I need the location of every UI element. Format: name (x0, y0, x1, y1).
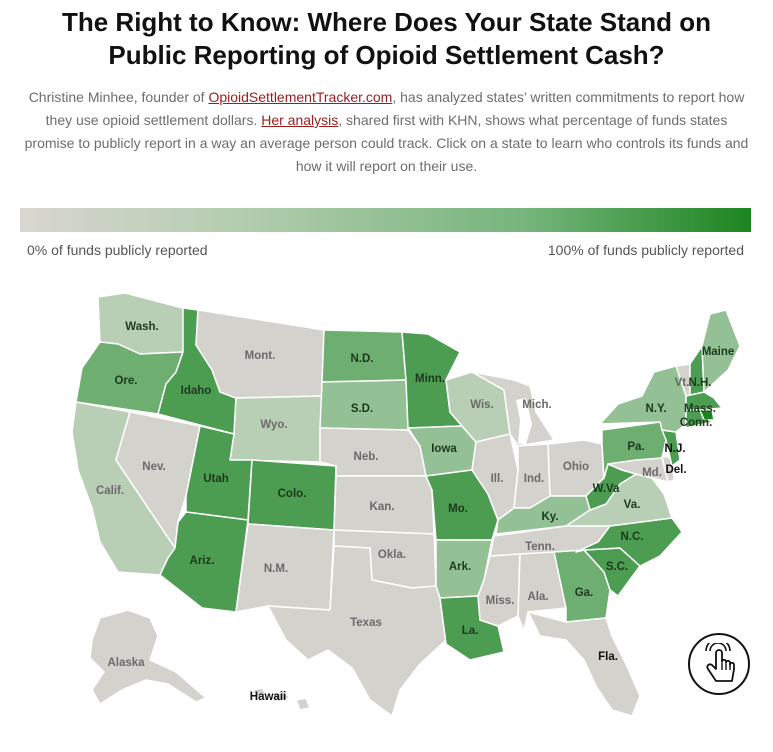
state-new-york[interactable] (599, 365, 687, 433)
legend-min-label: 0% of funds publicly reported (27, 242, 208, 258)
state-florida[interactable] (527, 611, 641, 717)
state-rhode-island[interactable] (699, 409, 715, 421)
state-hawaii[interactable] (251, 687, 311, 711)
pointing-hand-icon (705, 643, 735, 682)
tap-hint-button[interactable] (688, 633, 750, 695)
state-massachusetts[interactable] (685, 391, 723, 411)
us-map: Wash. Ore. Calif. Idaho Nev. Mont. Wyo. … (0, 270, 773, 752)
intro-part-1: Christine Minhee, founder of (28, 89, 209, 105)
tracker-link[interactable]: OpioidSettlementTracker.com (208, 89, 393, 105)
state-maine[interactable] (701, 309, 741, 393)
legend-max-label: 100% of funds publicly reported (547, 242, 744, 258)
intro-part-2: , has analyzed states’ written commitmen… (45, 89, 745, 128)
state-new-mexico[interactable] (235, 523, 335, 613)
page-title: The Right to Know: Where Does Your State… (61, 7, 712, 70)
state-alaska[interactable] (89, 609, 207, 705)
state-colorado[interactable] (247, 459, 337, 531)
state-michigan[interactable] (471, 371, 555, 447)
lake-michigan (516, 398, 532, 444)
state-south-dakota[interactable] (319, 379, 409, 431)
intro-text: Christine Minhee, founder of OpioidSettl… (20, 86, 753, 178)
state-north-carolina[interactable] (575, 517, 683, 567)
state-nebraska[interactable] (319, 427, 427, 477)
state-wyoming[interactable] (229, 395, 323, 463)
state-texas[interactable] (267, 545, 447, 717)
intro-part-3: , shared first with KHN, shows what perc… (24, 112, 749, 174)
legend-gradient-bar (20, 208, 751, 232)
state-connecticut[interactable] (685, 409, 713, 429)
analysis-link[interactable]: Her analysis (261, 112, 339, 128)
state-north-dakota[interactable] (321, 329, 407, 383)
state-kansas[interactable] (333, 475, 435, 535)
